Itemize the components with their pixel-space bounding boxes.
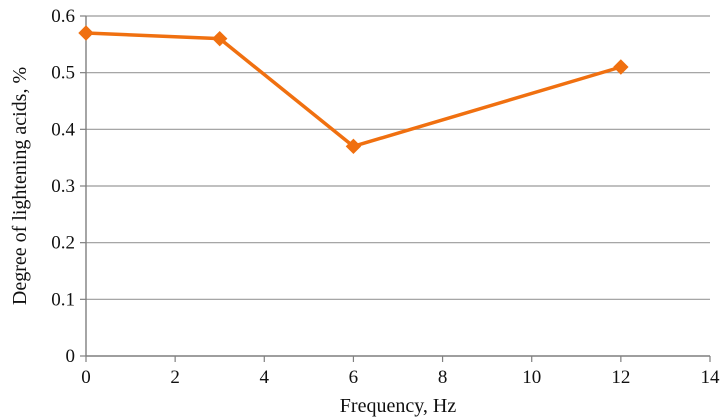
y-tick-label: 0.5	[51, 63, 75, 84]
x-tick-label: 12	[611, 367, 630, 388]
y-tick-label: 0.2	[51, 233, 75, 254]
y-tick-label: 0	[66, 346, 76, 367]
y-tick-label: 0.4	[51, 119, 75, 140]
x-tick-label: 8	[438, 367, 448, 388]
y-tick-label: 0.1	[51, 289, 75, 310]
x-tick-label: 0	[81, 367, 91, 388]
tick-labels: 0 0.1 0.2 0.3 0.4 0.5 0.6 0 2 4 6 8 10 12 14	[51, 6, 720, 388]
gridlines	[86, 15, 710, 300]
series-line	[84, 31, 623, 149]
y-tick-label: 0.6	[51, 6, 75, 27]
data-point-marker	[212, 30, 228, 47]
x-axis-title: Frequency, Hz	[340, 395, 457, 417]
x-tick-label: 4	[260, 367, 270, 388]
x-tick-label: 14	[701, 367, 720, 388]
x-tick-label: 6	[349, 367, 359, 388]
series-layer	[78, 25, 629, 155]
data-point-marker	[78, 25, 94, 41]
x-tick-label: 10	[522, 367, 541, 388]
x-tick-label: 2	[170, 367, 180, 388]
y-axis-title: Degree of lightening acids, %	[9, 67, 31, 305]
axes	[80, 15, 711, 362]
y-tick-label: 0.3	[51, 176, 75, 197]
data-point-marker	[613, 59, 629, 75]
data-point-marker	[345, 138, 362, 155]
